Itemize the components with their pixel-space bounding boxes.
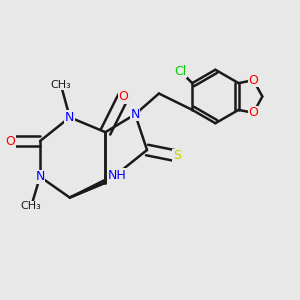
Text: O: O <box>5 135 15 148</box>
Text: CH₃: CH₃ <box>50 80 71 90</box>
Text: CH₃: CH₃ <box>21 202 41 212</box>
Text: NH: NH <box>108 169 127 182</box>
Text: N: N <box>35 170 45 183</box>
Text: O: O <box>248 106 258 119</box>
Text: Cl: Cl <box>174 65 187 78</box>
Text: N: N <box>65 111 74 124</box>
Text: O: O <box>248 74 258 87</box>
Text: O: O <box>118 90 128 103</box>
Text: S: S <box>173 149 181 162</box>
Text: N: N <box>130 108 140 121</box>
